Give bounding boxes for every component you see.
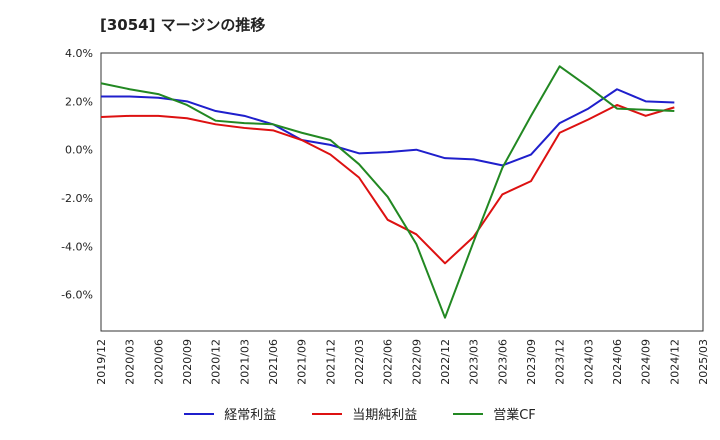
x-tick-label: 2021/12 <box>324 339 337 385</box>
axis-layer <box>100 52 704 332</box>
legend-item-3: 営業CF <box>453 404 536 423</box>
x-tick-label: 2022/03 <box>353 339 366 385</box>
x-tick-label: 2025/03 <box>697 339 710 385</box>
chart-title: [3054] マージンの推移 <box>100 16 266 34</box>
y-tick-label: -2.0% <box>61 192 93 205</box>
series-line-1 <box>101 88 675 167</box>
x-tick-label: 2021/06 <box>267 339 280 385</box>
series-line-3 <box>100 65 675 319</box>
x-tick-label: 2022/06 <box>382 339 395 385</box>
legend-item-2: 当期純利益 <box>312 404 417 423</box>
legend-swatch <box>312 412 343 415</box>
x-tick-label: 2024/09 <box>640 339 653 385</box>
x-tick-label: 2022/09 <box>410 339 423 385</box>
x-tick-label: 2021/09 <box>296 339 309 385</box>
x-tick-label: 2023/06 <box>496 339 509 385</box>
tick-label-layer: 4.0% 2.0% 0.0% -2.0% -4.0% -6.0% 2019/12 2020/0… <box>61 47 710 385</box>
y-tick-label: 4.0% <box>65 47 93 60</box>
y-tick-label: -6.0% <box>61 289 93 302</box>
x-tick-label: 2020/03 <box>124 339 137 385</box>
x-tick-label: 2024/03 <box>582 339 595 385</box>
y-tick-label: 2.0% <box>65 95 93 108</box>
x-tick-label: 2019/12 <box>95 339 108 385</box>
x-tick-label: 2020/09 <box>181 339 194 385</box>
line-chart: 4.0% 2.0% 0.0% -2.0% -4.0% -6.0% 2019/12 2020/0… <box>61 47 710 385</box>
x-tick-label: 2023/03 <box>468 339 481 385</box>
x-tick-label: 2023/09 <box>525 339 538 385</box>
x-tick-label: 2024/06 <box>611 339 624 385</box>
plot-area <box>100 52 704 332</box>
x-tick-label: 2021/03 <box>238 339 251 385</box>
legend-swatch <box>184 412 215 415</box>
legend-item-1: 経常利益 <box>184 404 276 423</box>
series-layer <box>100 65 675 319</box>
x-tick-label: 2024/12 <box>668 339 681 385</box>
x-tick-label: 2023/12 <box>554 339 567 385</box>
x-tick-label: 2020/12 <box>210 339 223 385</box>
y-tick-label: 0.0% <box>65 144 93 157</box>
x-tick-label: 2022/12 <box>439 339 452 385</box>
x-tick-label: 2020/06 <box>152 339 165 385</box>
legend-swatch <box>453 412 484 415</box>
legend-label: 当期純利益 <box>352 408 418 423</box>
series-line-2 <box>100 103 675 265</box>
legend-label: 経常利益 <box>224 408 277 423</box>
y-tick-label: -4.0% <box>61 240 93 253</box>
legend-label: 営業CF <box>493 408 536 423</box>
legend: 経常利益 当期純利益 営業CF <box>0 404 720 423</box>
